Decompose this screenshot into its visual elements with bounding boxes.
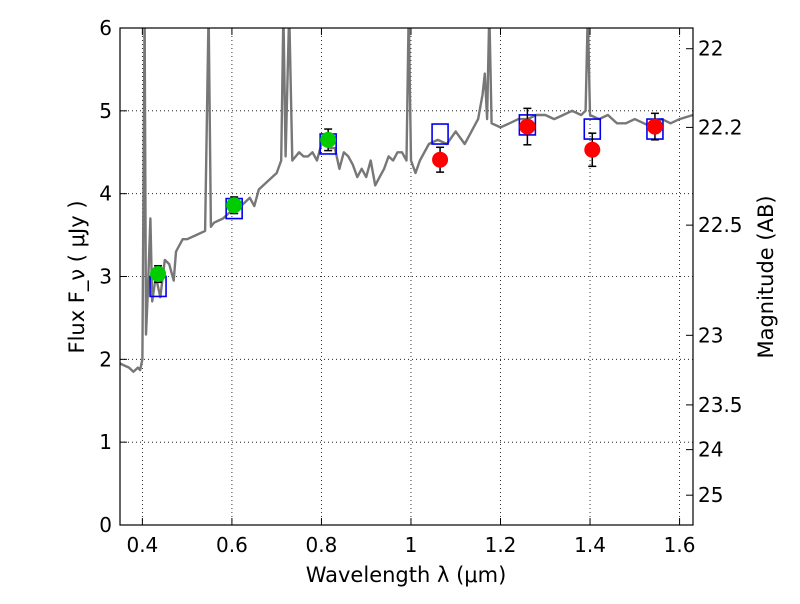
green-data-point xyxy=(226,197,243,214)
y-tick-label: 2 xyxy=(99,347,112,371)
red-data-point xyxy=(432,151,449,168)
y2-tick-label: 22.2 xyxy=(698,115,743,139)
red-data-point xyxy=(584,141,601,158)
y-tick-label: 0 xyxy=(99,513,112,537)
y-tick-label: 1 xyxy=(99,430,112,454)
y2-axis-label: Magnitude (AB) xyxy=(754,195,778,358)
red-data-point xyxy=(519,118,536,135)
y2-tick-label: 23.5 xyxy=(698,393,743,417)
y2-tick-label: 22 xyxy=(698,37,723,61)
y2-tick-label: 23 xyxy=(698,323,723,347)
green-data-point xyxy=(150,266,167,283)
y-tick-label: 4 xyxy=(99,182,112,206)
x-tick-label: 1.4 xyxy=(574,533,606,557)
x-axis-label: Wavelength λ (μm) xyxy=(306,563,507,587)
x-tick-label: 1.2 xyxy=(485,533,517,557)
x-tick-label: 0.6 xyxy=(216,533,248,557)
y-tick-label: 6 xyxy=(99,16,112,40)
y-axis-label: Flux F_ν ( μJy ) xyxy=(65,200,90,353)
model-square xyxy=(431,123,449,145)
y2-tick-label: 25 xyxy=(698,483,723,507)
y-tick-label: 5 xyxy=(99,99,112,123)
x-tick-label: 0.4 xyxy=(126,533,158,557)
x-tick-label: 1 xyxy=(405,533,418,557)
y2-tick-label: 24 xyxy=(698,438,723,462)
y-tick-label: 3 xyxy=(99,265,112,289)
red-data-point xyxy=(646,118,663,135)
y2-tick-label: 22.5 xyxy=(698,213,743,237)
spectrum-line xyxy=(120,28,693,373)
x-tick-label: 0.8 xyxy=(306,533,338,557)
x-tick-label: 1.6 xyxy=(664,533,696,557)
green-data-point xyxy=(320,131,337,148)
